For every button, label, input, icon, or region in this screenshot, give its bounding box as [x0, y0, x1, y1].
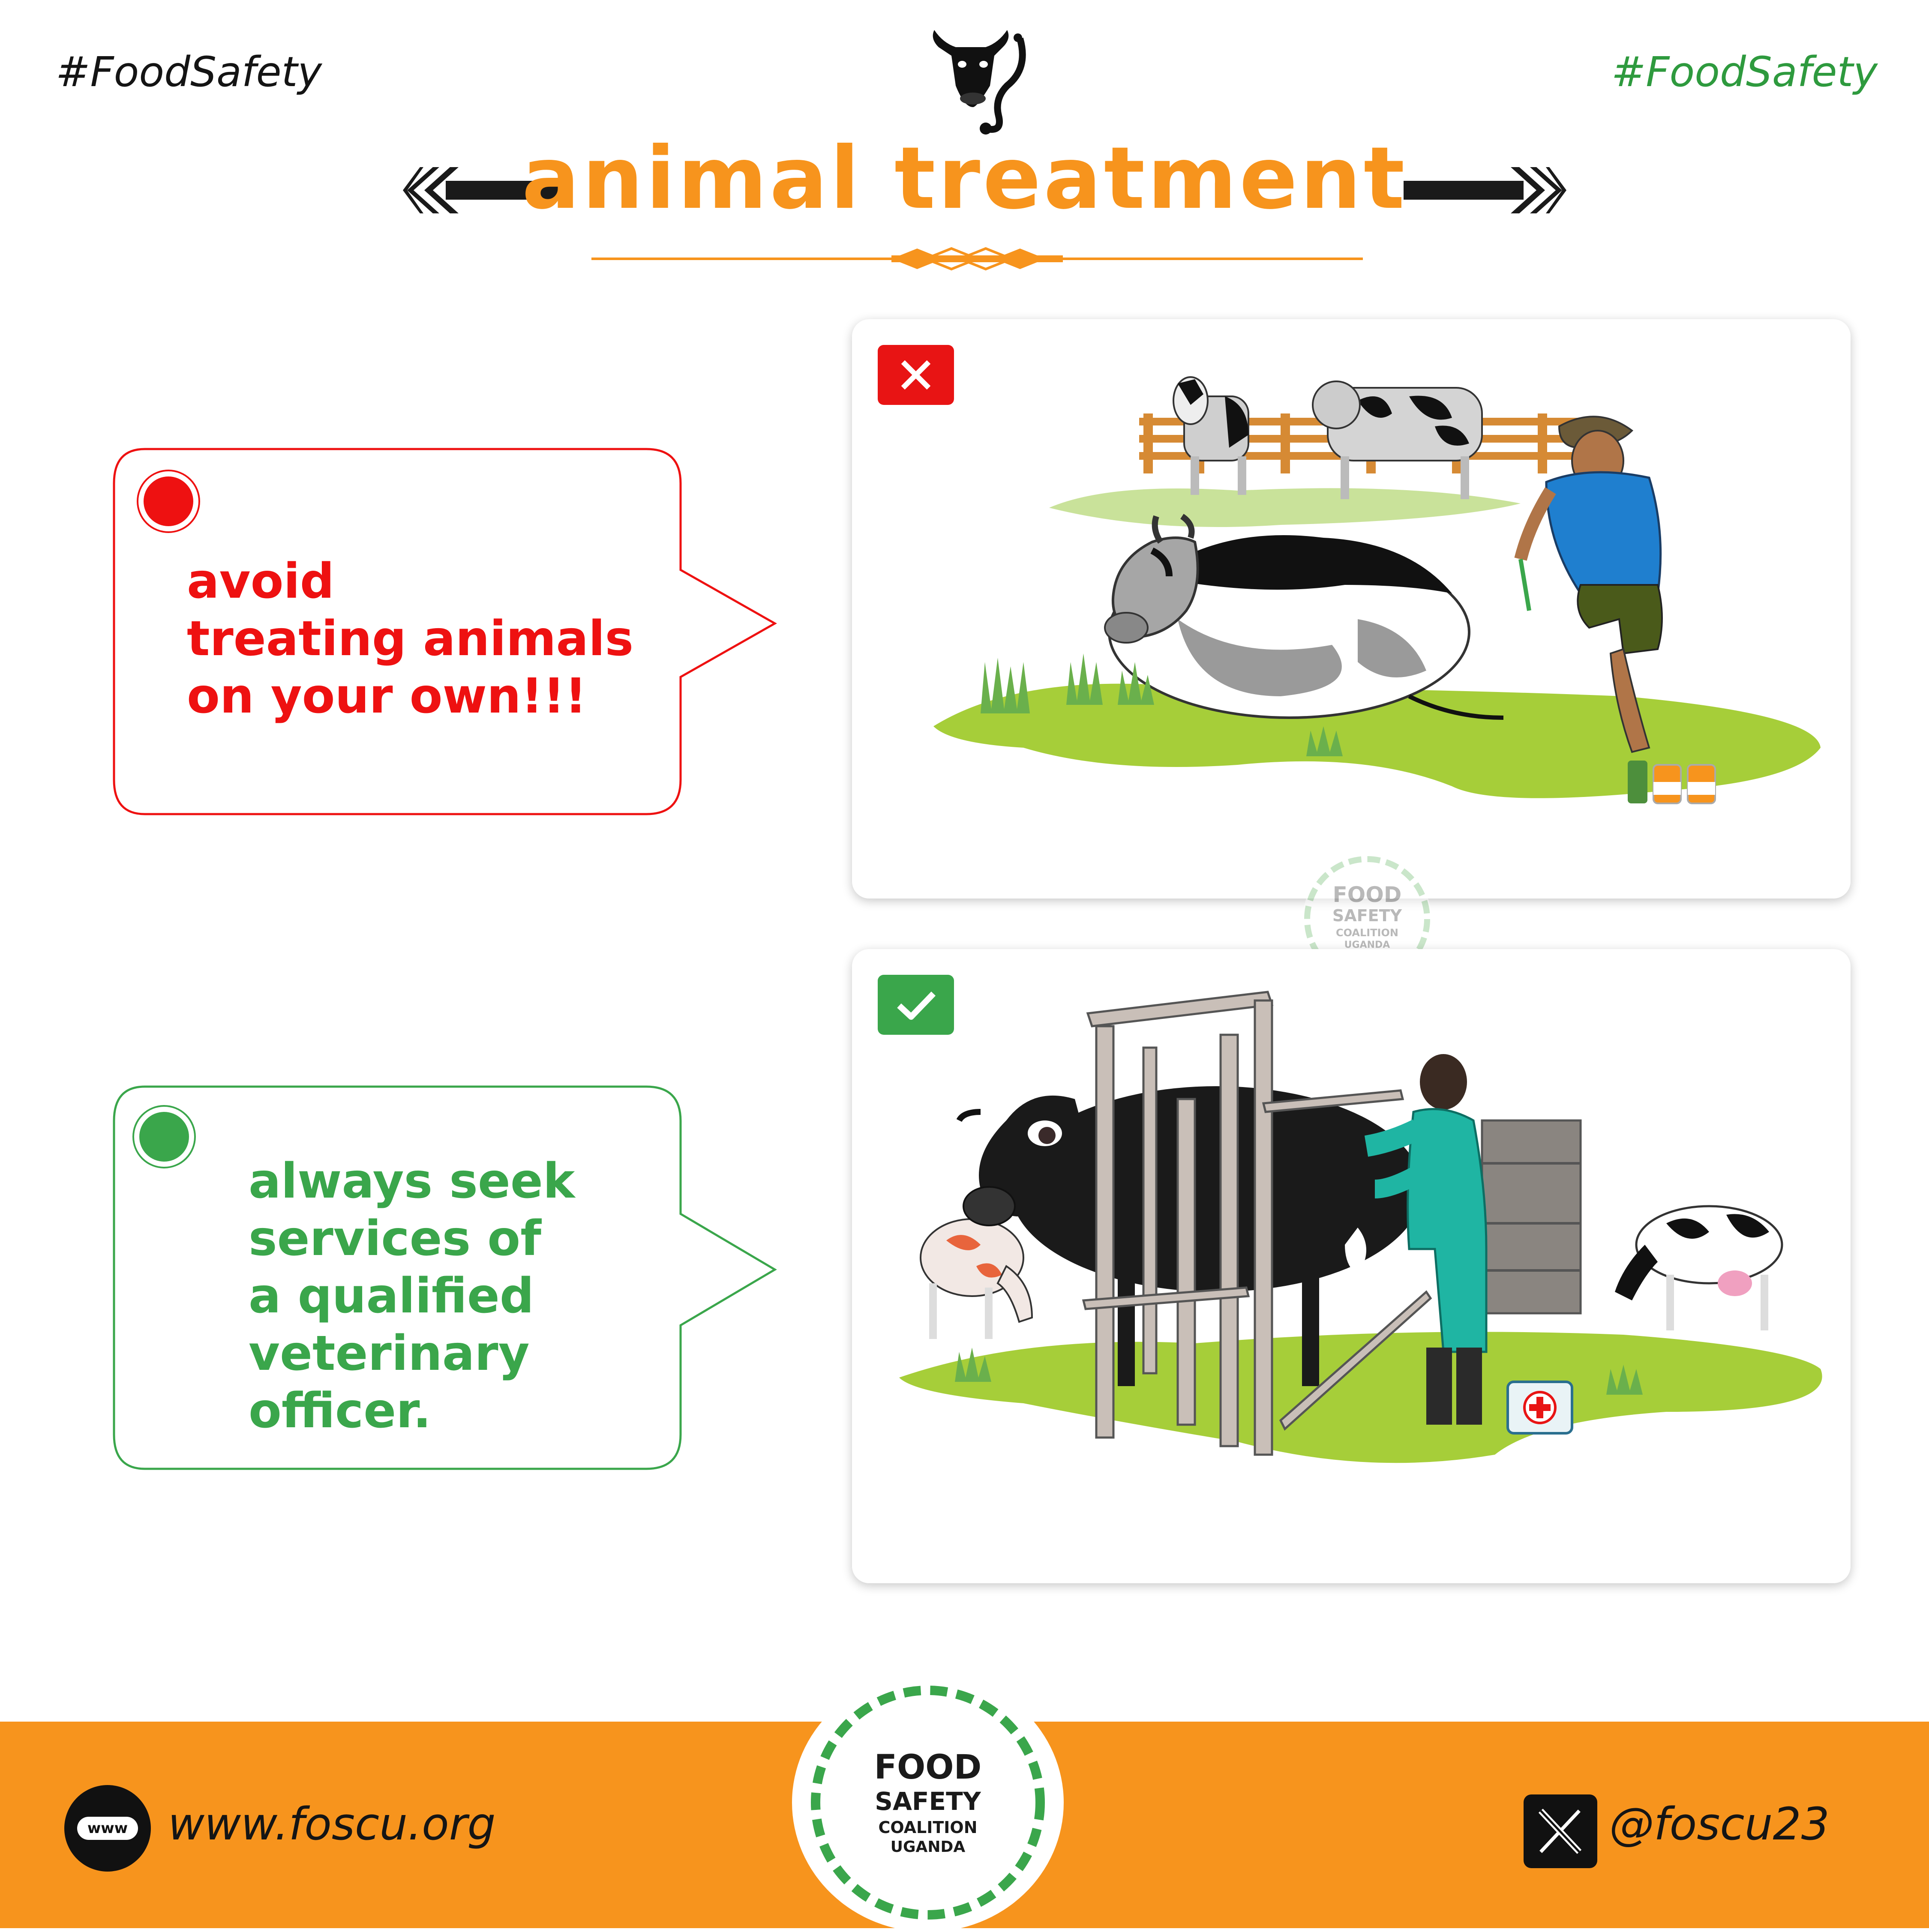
warning-text: avoid treating animals on your own!!!: [187, 554, 634, 724]
logo-line3: COALITION: [878, 1818, 978, 1837]
website-link[interactable]: www.foscu.org: [168, 1798, 496, 1850]
title-underline-divider: [591, 247, 1363, 271]
arrow-right-icon: [1404, 167, 1566, 213]
watermark-line3: COALITION: [1336, 927, 1398, 939]
logo-line2: SAFETY: [875, 1787, 981, 1816]
watermark-line2: SAFETY: [1332, 906, 1402, 925]
arrow-left-icon: [403, 167, 566, 213]
veterinary-officer-treating-cow-illustration: [899, 991, 1822, 1463]
first-aid-kit: [1506, 1381, 1573, 1435]
cross-icon: [878, 345, 954, 405]
farmer-injecting-cow-illustration: [933, 376, 1821, 804]
speech-bubble-good: [113, 1085, 777, 1470]
watermark-line1: FOOD: [1333, 882, 1402, 907]
website-icon-label: www: [77, 1817, 138, 1840]
speech-bubble-bad: [113, 448, 777, 815]
logo-line4: UGANDA: [890, 1838, 966, 1856]
red-indicator-dot: [144, 476, 193, 526]
cow-stethoscope-icon: [933, 30, 1026, 135]
illustration-panel-good: [852, 949, 1851, 1583]
website-icon[interactable]: www: [64, 1785, 151, 1872]
advice-text: always seek services of a qualified vete…: [249, 1153, 575, 1439]
watermark-line4: UGANDA: [1344, 940, 1390, 950]
check-icon: [878, 975, 954, 1035]
logo-ring: [811, 1686, 1045, 1920]
x-logo-icon[interactable]: [1524, 1794, 1597, 1868]
logo-line1: FOOD: [874, 1748, 982, 1787]
illustration-panel-bad: [852, 319, 1851, 899]
hashtag-right: #FoodSafety: [1611, 48, 1878, 96]
hashtag-left: #FoodSafety: [56, 48, 322, 96]
page-title: animal treatment: [522, 129, 1407, 228]
green-indicator-dot: [139, 1112, 189, 1162]
coalition-logo: FOOD SAFETY COALITION UGANDA: [792, 1673, 1064, 1932]
social-handle[interactable]: @foscu23: [1609, 1798, 1830, 1850]
